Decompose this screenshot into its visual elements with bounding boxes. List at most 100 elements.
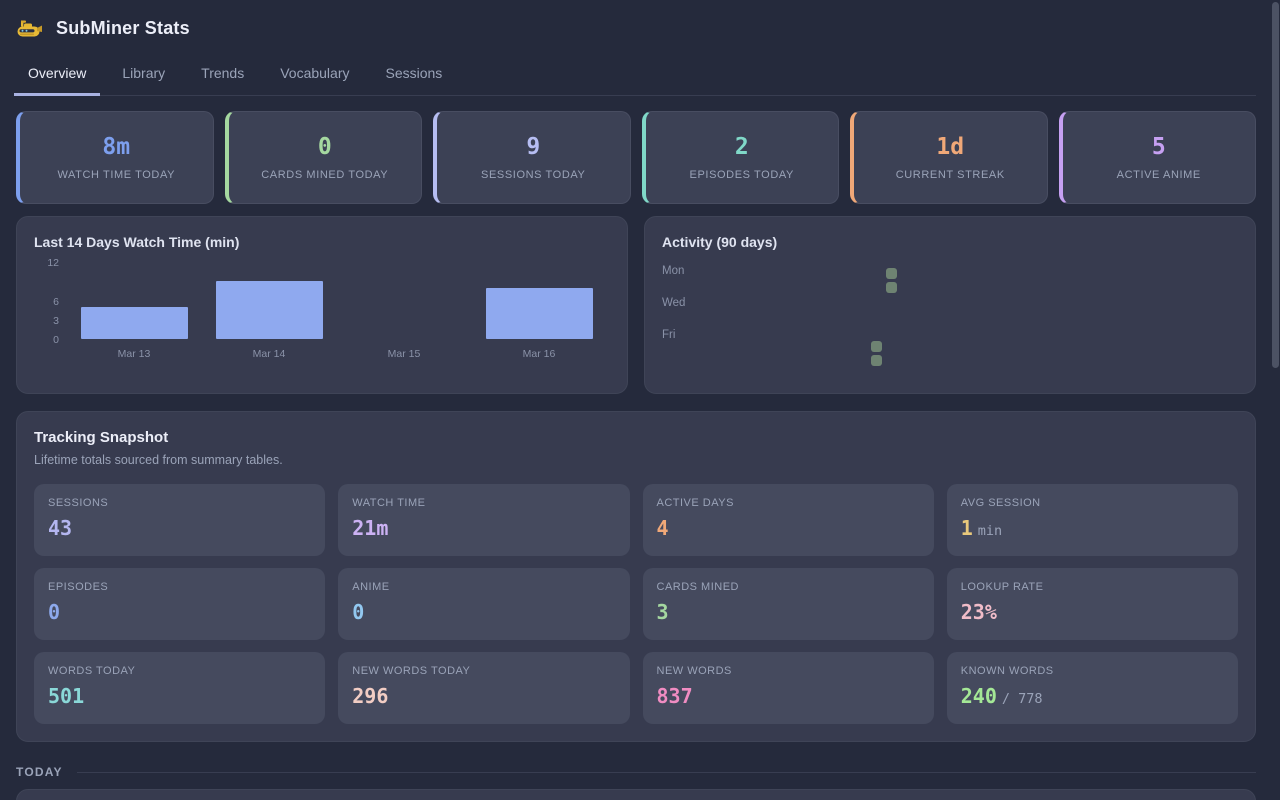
tile-label: WORDS TODAY bbox=[48, 665, 136, 677]
heatmap-day-label: Wed bbox=[662, 297, 686, 309]
tile-label: NEW WORDS TODAY bbox=[352, 665, 471, 677]
y-axis-tick: 0 bbox=[53, 334, 59, 346]
tab-library[interactable]: Library bbox=[108, 52, 179, 96]
tab-sessions[interactable]: Sessions bbox=[372, 52, 457, 96]
tile-label: LOOKUP RATE bbox=[960, 581, 1044, 593]
tile-value: 501 bbox=[48, 684, 85, 708]
tile-value-row: 501 bbox=[48, 684, 311, 708]
scrollbar-thumb[interactable] bbox=[1272, 2, 1279, 368]
x-axis-label: Mar 15 bbox=[387, 348, 421, 360]
y-axis-tick: 3 bbox=[53, 314, 59, 327]
tile-value-row: 240/ 778 bbox=[961, 684, 1224, 708]
heatmap-day-label: Fri bbox=[662, 329, 676, 341]
overview-stat-row: 8m WATCH TIME TODAY 0 CARDS MINED TODAY 9 SES… bbox=[16, 111, 1256, 204]
tab-bar: Overview Library Trends Vocabulary Sessions bbox=[14, 52, 1256, 96]
charts-row: Last 14 Days Watch Time (min) 0 3 6 12 Mar 1… bbox=[16, 216, 1256, 394]
snapshot-tile: LOOKUP RATE 23% bbox=[946, 568, 1238, 640]
stat-card: 0 CARDS MINED TODAY bbox=[224, 111, 422, 204]
heatmap-active-cell bbox=[871, 341, 882, 352]
today-section-header: TODAY bbox=[16, 765, 1256, 779]
stat-label: EPISODES TODAY bbox=[689, 169, 794, 181]
tile-value-row: 21m bbox=[352, 516, 615, 540]
tile-value-row: 43 bbox=[48, 516, 311, 540]
snapshot-title: Tracking Snapshot bbox=[34, 429, 169, 446]
stat-label: WATCH TIME TODAY bbox=[57, 169, 176, 181]
x-axis-label: Mar 14 bbox=[252, 348, 286, 360]
tile-secondary-value: / 778 bbox=[1001, 691, 1043, 707]
watch-time-bar bbox=[485, 287, 593, 339]
bar-chart-title: Last 14 Days Watch Time (min) bbox=[34, 234, 240, 250]
tile-value-row: 3 bbox=[657, 600, 920, 624]
today-label: TODAY bbox=[16, 765, 63, 779]
tab-overview[interactable]: Overview bbox=[14, 52, 101, 96]
snapshot-tile-grid: SESSIONS 43 WATCH TIME 21m ACTIVE DAYS 4 AVG S… bbox=[34, 484, 1238, 724]
tile-label: KNOWN WORDS bbox=[960, 665, 1054, 677]
heatmap-active-cell bbox=[886, 268, 897, 279]
stat-value: 5 bbox=[1151, 134, 1166, 160]
watch-time-chart-panel: Last 14 Days Watch Time (min) 0 3 6 12 Mar 1… bbox=[16, 216, 628, 394]
tile-value: 0 bbox=[352, 600, 365, 624]
stat-card: 8m WATCH TIME TODAY bbox=[16, 111, 214, 204]
app-header: SubMiner Stats bbox=[0, 0, 1280, 42]
y-axis-tick: 6 bbox=[53, 295, 59, 308]
activity-heatmap-panel: Activity (90 days) Mon Wed Fri bbox=[644, 216, 1256, 394]
stat-label: SESSIONS TODAY bbox=[481, 169, 586, 181]
stat-label: CURRENT STREAK bbox=[895, 169, 1005, 181]
tile-label: CARDS MINED bbox=[656, 581, 740, 593]
tile-label: ACTIVE DAYS bbox=[656, 497, 734, 509]
stat-value: 9 bbox=[526, 134, 541, 160]
tile-value: 4 bbox=[656, 516, 669, 540]
snapshot-tile: NEW WORDS TODAY 296 bbox=[338, 652, 630, 724]
snapshot-tile: KNOWN WORDS 240/ 778 bbox=[946, 652, 1238, 724]
tile-value: 23% bbox=[960, 600, 997, 624]
tile-value: 240 bbox=[960, 684, 997, 708]
tile-value-row: 0 bbox=[48, 600, 311, 624]
stat-label: CARDS MINED TODAY bbox=[261, 169, 389, 181]
today-session-card bbox=[16, 789, 1256, 800]
snapshot-tile: WATCH TIME 21m bbox=[338, 484, 630, 556]
tile-label: AVG SESSION bbox=[960, 497, 1041, 509]
snapshot-tile: SESSIONS 43 bbox=[34, 484, 326, 556]
tile-value-row: 0 bbox=[352, 600, 615, 624]
stat-card: 9 SESSIONS TODAY bbox=[433, 111, 631, 204]
snapshot-tile: AVG SESSION 1 min bbox=[946, 484, 1238, 556]
watch-time-bar bbox=[80, 307, 188, 339]
tile-value-row: 23% bbox=[961, 600, 1224, 624]
tile-value: 0 bbox=[48, 600, 61, 624]
tile-value: 1 bbox=[960, 516, 973, 540]
watch-time-bar bbox=[215, 281, 323, 339]
tab-vocabulary[interactable]: Vocabulary bbox=[266, 52, 363, 96]
snapshot-tile: NEW WORDS 837 bbox=[642, 652, 934, 724]
stat-card: 5 ACTIVE ANIME bbox=[1058, 111, 1256, 204]
tile-value-row: 837 bbox=[657, 684, 920, 708]
tracking-snapshot-panel: Tracking Snapshot Lifetime totals source… bbox=[16, 411, 1256, 742]
stat-value: 8m bbox=[102, 134, 131, 160]
tile-value-row: 4 bbox=[657, 516, 920, 540]
snapshot-tile: EPISODES 0 bbox=[34, 568, 326, 640]
tile-label: EPISODES bbox=[48, 581, 109, 593]
x-axis-label: Mar 13 bbox=[117, 348, 151, 360]
tile-value: 296 bbox=[352, 684, 389, 708]
tile-label: ANIME bbox=[352, 581, 390, 593]
stat-value: 2 bbox=[734, 134, 749, 160]
tile-value-row: 296 bbox=[352, 684, 615, 708]
stat-card: 2 EPISODES TODAY bbox=[641, 111, 839, 204]
tile-label: SESSIONS bbox=[48, 497, 109, 509]
snapshot-tile: CARDS MINED 3 bbox=[642, 568, 934, 640]
stat-label: ACTIVE ANIME bbox=[1116, 169, 1201, 181]
submarine-logo-icon bbox=[16, 19, 43, 38]
tile-value: 21m bbox=[352, 516, 389, 540]
snapshot-subtitle: Lifetime totals sourced from summary tab… bbox=[34, 453, 283, 467]
snapshot-tile: ACTIVE DAYS 4 bbox=[642, 484, 934, 556]
tab-trends[interactable]: Trends bbox=[187, 52, 258, 96]
page-title: SubMiner Stats bbox=[56, 17, 190, 38]
tile-value: 43 bbox=[48, 516, 73, 540]
tile-value: 3 bbox=[656, 600, 669, 624]
stat-card: 1d CURRENT STREAK bbox=[850, 111, 1048, 204]
snapshot-tile: WORDS TODAY 501 bbox=[34, 652, 326, 724]
stat-value: 1d bbox=[936, 134, 965, 160]
x-axis-label: Mar 16 bbox=[522, 348, 556, 360]
tile-label: WATCH TIME bbox=[352, 497, 426, 509]
heatmap-active-cell bbox=[871, 355, 882, 366]
tile-secondary-value: min bbox=[977, 523, 1003, 539]
